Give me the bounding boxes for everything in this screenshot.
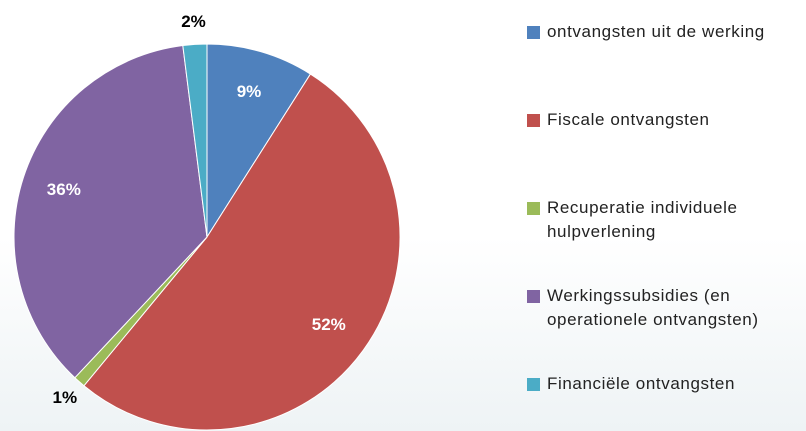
pie-slice [13, 44, 208, 379]
legend-swatch [527, 26, 540, 39]
pie-slice [182, 43, 208, 238]
pie-slice [206, 43, 312, 239]
legend-item: Recuperatie individuele hulpverlening [527, 196, 802, 244]
data-label: 52% [312, 315, 346, 334]
legend-label: ontvangsten uit de werking [547, 22, 765, 41]
data-label: 36% [47, 180, 81, 199]
legend-swatch [527, 290, 540, 303]
legend-swatch [527, 114, 540, 127]
legend-swatch [527, 378, 540, 391]
legend-item: ontvangsten uit de werking [527, 20, 802, 44]
legend-label: Financiële ontvangsten [547, 374, 736, 393]
legend-item: Financiële ontvangsten [527, 372, 802, 396]
legend-swatch [527, 202, 540, 215]
legend-label: Fiscale ontvangsten [547, 110, 710, 129]
pie-area: 9% 52% 1% 36% 2% [13, 12, 401, 431]
data-label: 1% [53, 388, 78, 407]
data-label: 9% [237, 82, 262, 101]
data-label: 2% [181, 12, 206, 31]
legend-item: Fiscale ontvangsten [527, 108, 802, 132]
legend-label: Werkingssubsidies (en operationele ontva… [547, 286, 759, 329]
legend-label: Recuperatie individuele hulpverlening [547, 198, 738, 241]
legend-item: Werkingssubsidies (en operationele ontva… [527, 284, 802, 332]
pie-slice [83, 73, 401, 431]
